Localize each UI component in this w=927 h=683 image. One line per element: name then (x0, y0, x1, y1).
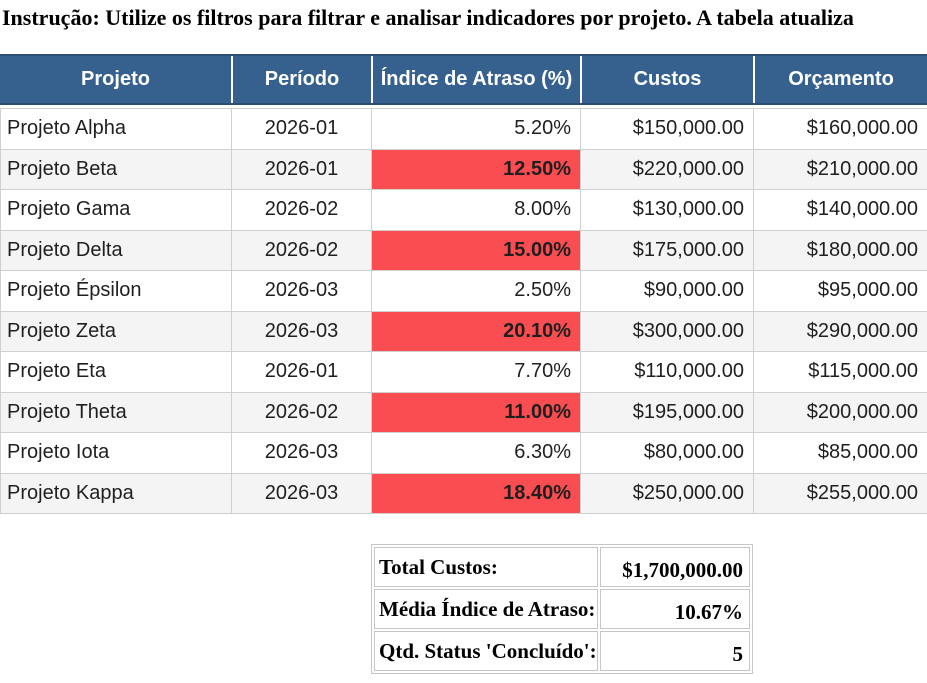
cell-custos: $175,000.00 (580, 229, 754, 271)
cell-orcamento: $200,000.00 (753, 391, 927, 433)
cell-projeto: Projeto Épsilon (0, 270, 232, 312)
cell-periodo: 2026-03 (231, 310, 372, 352)
summary-value: $1,700,000.00 (599, 547, 750, 587)
cell-projeto: Projeto Gama (0, 189, 232, 231)
cell-custos: $300,000.00 (580, 310, 754, 352)
summary-row: Total Custos: $1,700,000.00 (374, 547, 750, 587)
table-row: Projeto Eta 2026-01 7.70% $110,000.00 $115,0… (0, 351, 927, 393)
projects-table: Projeto Período Índice de Atraso (%) Custos… (0, 54, 927, 514)
table-row: Projeto Kappa 2026-03 18.40% $250,000.00 $25… (0, 472, 927, 514)
cell-custos: $110,000.00 (580, 351, 754, 393)
summary-value: 5 (599, 631, 750, 671)
cell-orcamento: $160,000.00 (753, 108, 927, 150)
table-row: Projeto Gama 2026-02 8.00% $130,000.00 $140,… (0, 189, 927, 231)
cell-indice: 18.40% (371, 472, 581, 514)
cell-projeto: Projeto Eta (0, 351, 232, 393)
column-header-orcamento: Orçamento (753, 56, 927, 103)
summary-row: Média Índice de Atraso: 10.67% (374, 589, 750, 629)
cell-custos: $195,000.00 (580, 391, 754, 433)
instruction-text: Instrução: Utilize os filtros para filtr… (2, 5, 854, 30)
summary-value: 10.67% (599, 589, 750, 629)
cell-projeto: Projeto Zeta (0, 310, 232, 352)
table-row: Projeto Theta 2026-02 11.00% $195,000.00 $20… (0, 391, 927, 433)
cell-custos: $220,000.00 (580, 148, 754, 190)
cell-projeto: Projeto Beta (0, 148, 232, 190)
cell-indice: 6.30% (371, 432, 581, 474)
cell-periodo: 2026-03 (231, 472, 372, 514)
summary-label: Qtd. Status 'Concluído': (374, 631, 598, 671)
cell-periodo: 2026-03 (231, 270, 372, 312)
cell-custos: $80,000.00 (580, 432, 754, 474)
cell-custos: $90,000.00 (580, 270, 754, 312)
cell-projeto: Projeto Delta (0, 229, 232, 271)
table-row: Projeto Beta 2026-01 12.50% $220,000.00 $210… (0, 148, 927, 190)
cell-periodo: 2026-01 (231, 108, 372, 150)
cell-indice: 11.00% (371, 391, 581, 433)
column-header-custos: Custos (580, 56, 753, 103)
cell-orcamento: $85,000.00 (753, 432, 927, 474)
cell-projeto: Projeto Alpha (0, 108, 232, 150)
column-header-indice: Índice de Atraso (%) (371, 56, 580, 103)
cell-indice: 15.00% (371, 229, 581, 271)
summary-label: Média Índice de Atraso: (374, 589, 598, 629)
table-row: Projeto Alpha 2026-01 5.20% $150,000.00 $160… (0, 108, 927, 150)
summary-label: Total Custos: (374, 547, 598, 587)
cell-orcamento: $95,000.00 (753, 270, 927, 312)
cell-orcamento: $255,000.00 (753, 472, 927, 514)
cell-projeto: Projeto Theta (0, 391, 232, 433)
cell-custos: $130,000.00 (580, 189, 754, 231)
cell-projeto: Projeto Kappa (0, 472, 232, 514)
cell-orcamento: $115,000.00 (753, 351, 927, 393)
cell-custos: $150,000.00 (580, 108, 754, 150)
projects-table-body: Projeto Alpha 2026-01 5.20% $150,000.00 $160… (0, 108, 927, 514)
cell-projeto: Projeto Iota (0, 432, 232, 474)
cell-custos: $250,000.00 (580, 472, 754, 514)
table-row: Projeto Épsilon 2026-03 2.50% $90,000.00 $95… (0, 270, 927, 312)
cell-periodo: 2026-02 (231, 391, 372, 433)
table-row: Projeto Delta 2026-02 15.00% $175,000.00 $18… (0, 229, 927, 271)
cell-orcamento: $140,000.00 (753, 189, 927, 231)
table-header-row: Projeto Período Índice de Atraso (%) Custos… (0, 54, 927, 105)
column-header-periodo: Período (231, 56, 371, 103)
summary-row: Qtd. Status 'Concluído': 5 (374, 631, 750, 671)
cell-orcamento: $210,000.00 (753, 148, 927, 190)
cell-periodo: 2026-02 (231, 229, 372, 271)
summary-table: Total Custos: $1,700,000.00 Média Índice d… (372, 545, 752, 673)
cell-indice: 5.20% (371, 108, 581, 150)
cell-periodo: 2026-01 (231, 351, 372, 393)
cell-indice: 8.00% (371, 189, 581, 231)
cell-periodo: 2026-02 (231, 189, 372, 231)
summary-panel: Total Custos: $1,700,000.00 Média Índice d… (371, 544, 753, 674)
table-row: Projeto Zeta 2026-03 20.10% $300,000.00 $290… (0, 310, 927, 352)
cell-orcamento: $290,000.00 (753, 310, 927, 352)
cell-periodo: 2026-03 (231, 432, 372, 474)
cell-indice: 12.50% (371, 148, 581, 190)
cell-indice: 2.50% (371, 270, 581, 312)
table-row: Projeto Iota 2026-03 6.30% $80,000.00 $85,00… (0, 432, 927, 474)
cell-orcamento: $180,000.00 (753, 229, 927, 271)
column-header-projeto: Projeto (81, 68, 150, 90)
cell-indice: 20.10% (371, 310, 581, 352)
table-body: Projeto Alpha 2026-01 5.20% $150,000.00 $160… (0, 108, 927, 514)
cell-periodo: 2026-01 (231, 148, 372, 190)
cell-indice: 7.70% (371, 351, 581, 393)
summary-body: Total Custos: $1,700,000.00 Média Índice d… (374, 547, 750, 671)
